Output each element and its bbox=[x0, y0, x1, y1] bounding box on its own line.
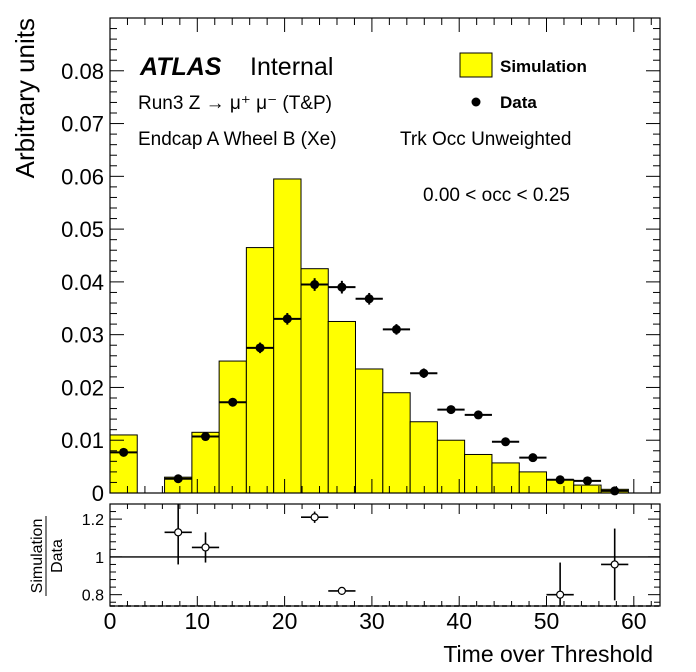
y-tick-label: 0.03 bbox=[61, 323, 104, 348]
simulation-bar bbox=[327, 320, 356, 494]
ratio-frame bbox=[109, 503, 661, 607]
atlas-label: ATLAS bbox=[139, 53, 222, 81]
legend-data-marker bbox=[471, 97, 481, 107]
ratio-point bbox=[174, 528, 183, 537]
ratio-y-ticks: 0.8 1 1.2 bbox=[82, 503, 660, 605]
ratio-point bbox=[556, 590, 565, 599]
ratio-point bbox=[610, 560, 619, 569]
y-tick-label: 0.07 bbox=[61, 112, 104, 137]
x-tick-label: 40 bbox=[446, 608, 472, 634]
x-tick-label: 10 bbox=[185, 608, 211, 634]
simulation-bar bbox=[300, 268, 329, 494]
y-tick-label: 0.04 bbox=[61, 270, 104, 295]
data-point bbox=[201, 432, 211, 442]
ratio-point bbox=[201, 543, 210, 552]
data-point bbox=[473, 410, 483, 420]
x-axis-label: Time over Threshold bbox=[443, 641, 653, 667]
simulation-bar bbox=[382, 392, 411, 494]
simulation-bar bbox=[273, 178, 302, 494]
simulation-bar bbox=[245, 247, 275, 494]
legend-simulation-label: Simulation bbox=[500, 57, 587, 76]
ratio-y-label-denominator: Data bbox=[49, 539, 66, 573]
data-point bbox=[255, 343, 265, 353]
ratio-y-tick-label: 1.2 bbox=[82, 512, 104, 529]
x-tick-label: 20 bbox=[272, 608, 298, 634]
main-panel: 0 0.01 0.02 0.03 0.04 0.05 0.06 0.07 0.08 Arbitr… bbox=[10, 17, 661, 506]
y-tick-label: 0.01 bbox=[61, 428, 104, 453]
process-label: Run3 Z → μ⁺ μ⁻ (T&P) bbox=[138, 93, 332, 114]
legend-data-label: Data bbox=[500, 93, 537, 112]
data-point bbox=[582, 476, 592, 486]
y-tick-label: 0.02 bbox=[61, 375, 104, 400]
simulation-bar bbox=[436, 439, 466, 494]
y-tick-label: 0 bbox=[92, 481, 104, 506]
main-x-ticks bbox=[109, 18, 652, 493]
data-point bbox=[528, 453, 538, 463]
data-points bbox=[110, 278, 629, 496]
ratio-panel: 0.8 1 1.2 0 10 20 30 40 50 60 Simulation Data Ti… bbox=[29, 503, 661, 667]
simulation-histogram bbox=[109, 178, 629, 494]
y-tick-label: 0.06 bbox=[61, 164, 104, 189]
main-y-ticks: 0 0.01 0.02 0.03 0.04 0.05 0.06 0.07 0.08 bbox=[61, 17, 660, 506]
data-point bbox=[419, 368, 429, 378]
data-point bbox=[446, 405, 456, 415]
data-point bbox=[364, 294, 374, 304]
main-frame bbox=[109, 17, 661, 494]
data-point bbox=[173, 474, 183, 484]
simulation-bar bbox=[518, 471, 548, 494]
ratio-point bbox=[337, 586, 346, 595]
simulation-bar bbox=[573, 484, 602, 494]
y-tick-label: 0.05 bbox=[61, 217, 104, 242]
region-label: Endcap A Wheel B (Xe) bbox=[138, 129, 337, 150]
simulation-bar bbox=[354, 368, 384, 494]
data-point bbox=[501, 437, 511, 447]
simulation-bar bbox=[109, 434, 138, 494]
data-point bbox=[228, 397, 238, 407]
simulation-bar bbox=[191, 431, 220, 494]
ratio-y-tick-label: 1 bbox=[95, 550, 104, 567]
data-point bbox=[610, 486, 620, 496]
data-point bbox=[282, 314, 292, 324]
data-point bbox=[119, 447, 129, 457]
ratio-points bbox=[164, 504, 629, 606]
x-tick-label: 50 bbox=[534, 608, 560, 634]
ratio-y-tick-label: 0.8 bbox=[82, 588, 104, 605]
simulation-bar bbox=[409, 421, 438, 494]
y-tick-label: 0.08 bbox=[61, 59, 104, 84]
data-point bbox=[310, 280, 320, 290]
ratio-y-label: Simulation Data bbox=[29, 516, 66, 596]
legend: Simulation Data bbox=[459, 52, 587, 112]
ratio-y-label-numerator: Simulation bbox=[29, 519, 46, 594]
x-tick-label: 0 bbox=[104, 608, 117, 634]
data-point bbox=[555, 475, 565, 485]
x-tick-label: 60 bbox=[621, 608, 647, 634]
simulation-bar bbox=[464, 453, 493, 494]
legend-simulation-swatch bbox=[459, 52, 493, 78]
weighting-label: Trk Occ Unweighted bbox=[400, 129, 571, 150]
data-point bbox=[391, 324, 401, 334]
simulation-bar bbox=[491, 462, 520, 494]
data-point bbox=[337, 282, 347, 292]
simulation-bar bbox=[218, 360, 247, 494]
y-axis-label: Arbitrary units bbox=[10, 18, 40, 178]
ratio-point bbox=[310, 513, 319, 522]
occupancy-range-label: 0.00 < occ < 0.25 bbox=[423, 185, 570, 206]
internal-label: Internal bbox=[250, 53, 333, 81]
x-tick-label: 30 bbox=[359, 608, 385, 634]
ratio-x-ticks: 0 10 20 30 40 50 60 bbox=[104, 504, 652, 634]
